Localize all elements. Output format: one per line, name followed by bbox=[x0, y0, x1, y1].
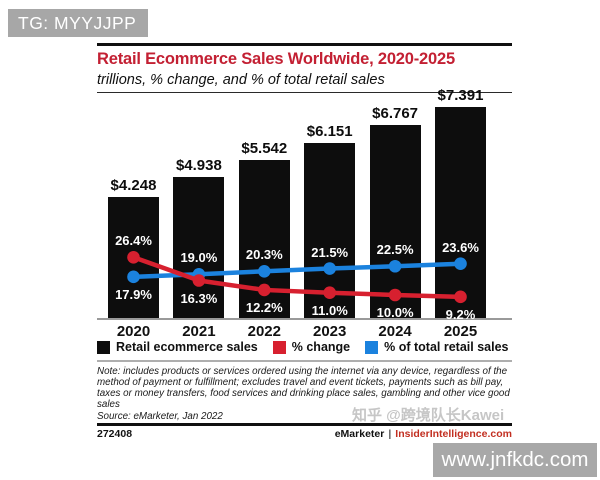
bar-value-2024: $6.767 bbox=[372, 105, 419, 123]
telegram-badge: TG: MYYJJPP bbox=[8, 9, 148, 37]
emarketer-wordmark: eMarketer bbox=[334, 428, 385, 440]
chart-title: Retail Ecommerce Sales Worldwide, 2020-2… bbox=[97, 50, 455, 68]
bar-2025 bbox=[435, 107, 486, 318]
pct-label-2021: 19.0% bbox=[180, 250, 218, 266]
bar-value-2021: $4.938 bbox=[175, 157, 222, 175]
zhihu-watermark: 知乎 @跨境队长Kawei bbox=[352, 407, 505, 424]
source-text: Source: eMarketer, Jan 2022 bbox=[97, 411, 223, 422]
legend-swatch bbox=[97, 340, 110, 354]
x-tick-2021: 2021 bbox=[182, 323, 216, 340]
x-tick-2025: 2025 bbox=[443, 323, 478, 340]
bar-value-2020: $4.248 bbox=[110, 176, 157, 194]
x-tick-2024: 2024 bbox=[378, 323, 412, 340]
pct-label-2021: 16.3% bbox=[180, 290, 218, 306]
x-axis-labels: 2020 2021 2022 2023 2024 2025 bbox=[97, 323, 512, 341]
legend: Retail ecommerce sales % change % of total… bbox=[97, 340, 508, 354]
pct-label-2023: 21.5% bbox=[311, 244, 349, 260]
site-url-badge: www.jnfkdc.com bbox=[433, 443, 597, 477]
pct-label-2022: 12.2% bbox=[245, 299, 283, 315]
legend-label: Retail ecommerce sales bbox=[116, 340, 258, 354]
bar-2024 bbox=[369, 125, 421, 318]
chart-card: Retail Ecommerce Sales Worldwide, 2020-2… bbox=[97, 43, 512, 443]
legend-item--of-total-retail-sales: % of total retail sales bbox=[365, 340, 508, 354]
pct-label-2020: 17.9% bbox=[115, 286, 152, 302]
x-tick-2022: 2022 bbox=[247, 323, 281, 340]
pct-label-2025: 9.2% bbox=[445, 306, 476, 322]
footer-rule bbox=[97, 423, 512, 426]
footer: 272408 eMarketer | InsiderIntelligence.com bbox=[97, 428, 512, 440]
legend-swatch bbox=[272, 340, 286, 354]
plot-area: $4.248 $4.938 $5.542 $6.151 $6.767 $7.391 17.9… bbox=[97, 87, 512, 322]
bar-2021 bbox=[173, 177, 225, 318]
pct-label-2024: 10.0% bbox=[376, 305, 414, 320]
legend-divider bbox=[97, 360, 512, 362]
pct-label-2020: 26.4% bbox=[115, 233, 152, 249]
note-text: Note: includes products or services orde… bbox=[97, 366, 510, 410]
bar-value-2023: $6.151 bbox=[306, 122, 353, 140]
insiderintelligence-wordmark: InsiderIntelligence.com bbox=[395, 428, 512, 440]
note-block: Note: includes products or services orde… bbox=[97, 366, 512, 422]
x-tick-2020: 2020 bbox=[116, 323, 151, 340]
x-tick-2023: 2023 bbox=[313, 323, 347, 340]
chart-id: 272408 bbox=[97, 428, 133, 440]
pct-label-2023: 11.0% bbox=[311, 302, 348, 318]
top-rule bbox=[97, 43, 512, 46]
legend-item-retail-ecommerce-sales: Retail ecommerce sales bbox=[97, 340, 258, 354]
legend-label: % change bbox=[291, 340, 351, 354]
pct-label-2024: 22.5% bbox=[376, 242, 414, 258]
footer-separator: | bbox=[388, 428, 392, 440]
bar-value-2025: $7.391 bbox=[437, 87, 484, 105]
legend-swatch bbox=[365, 340, 379, 354]
pct-label-2022: 20.3% bbox=[245, 247, 283, 263]
legend-label: % of total retail sales bbox=[384, 340, 509, 354]
line-series-canvas bbox=[127, 250, 467, 304]
header-divider bbox=[97, 92, 512, 93]
footer-brand: eMarketer | InsiderIntelligence.com bbox=[335, 428, 512, 440]
bar-value-2022: $5.542 bbox=[241, 140, 288, 158]
pct-label-2025: 23.6% bbox=[442, 239, 479, 255]
x-axis-line bbox=[97, 318, 512, 320]
chart-subtitle: trillions, % change, and % of total reta… bbox=[97, 72, 385, 88]
legend-item--change: % change bbox=[272, 340, 351, 354]
